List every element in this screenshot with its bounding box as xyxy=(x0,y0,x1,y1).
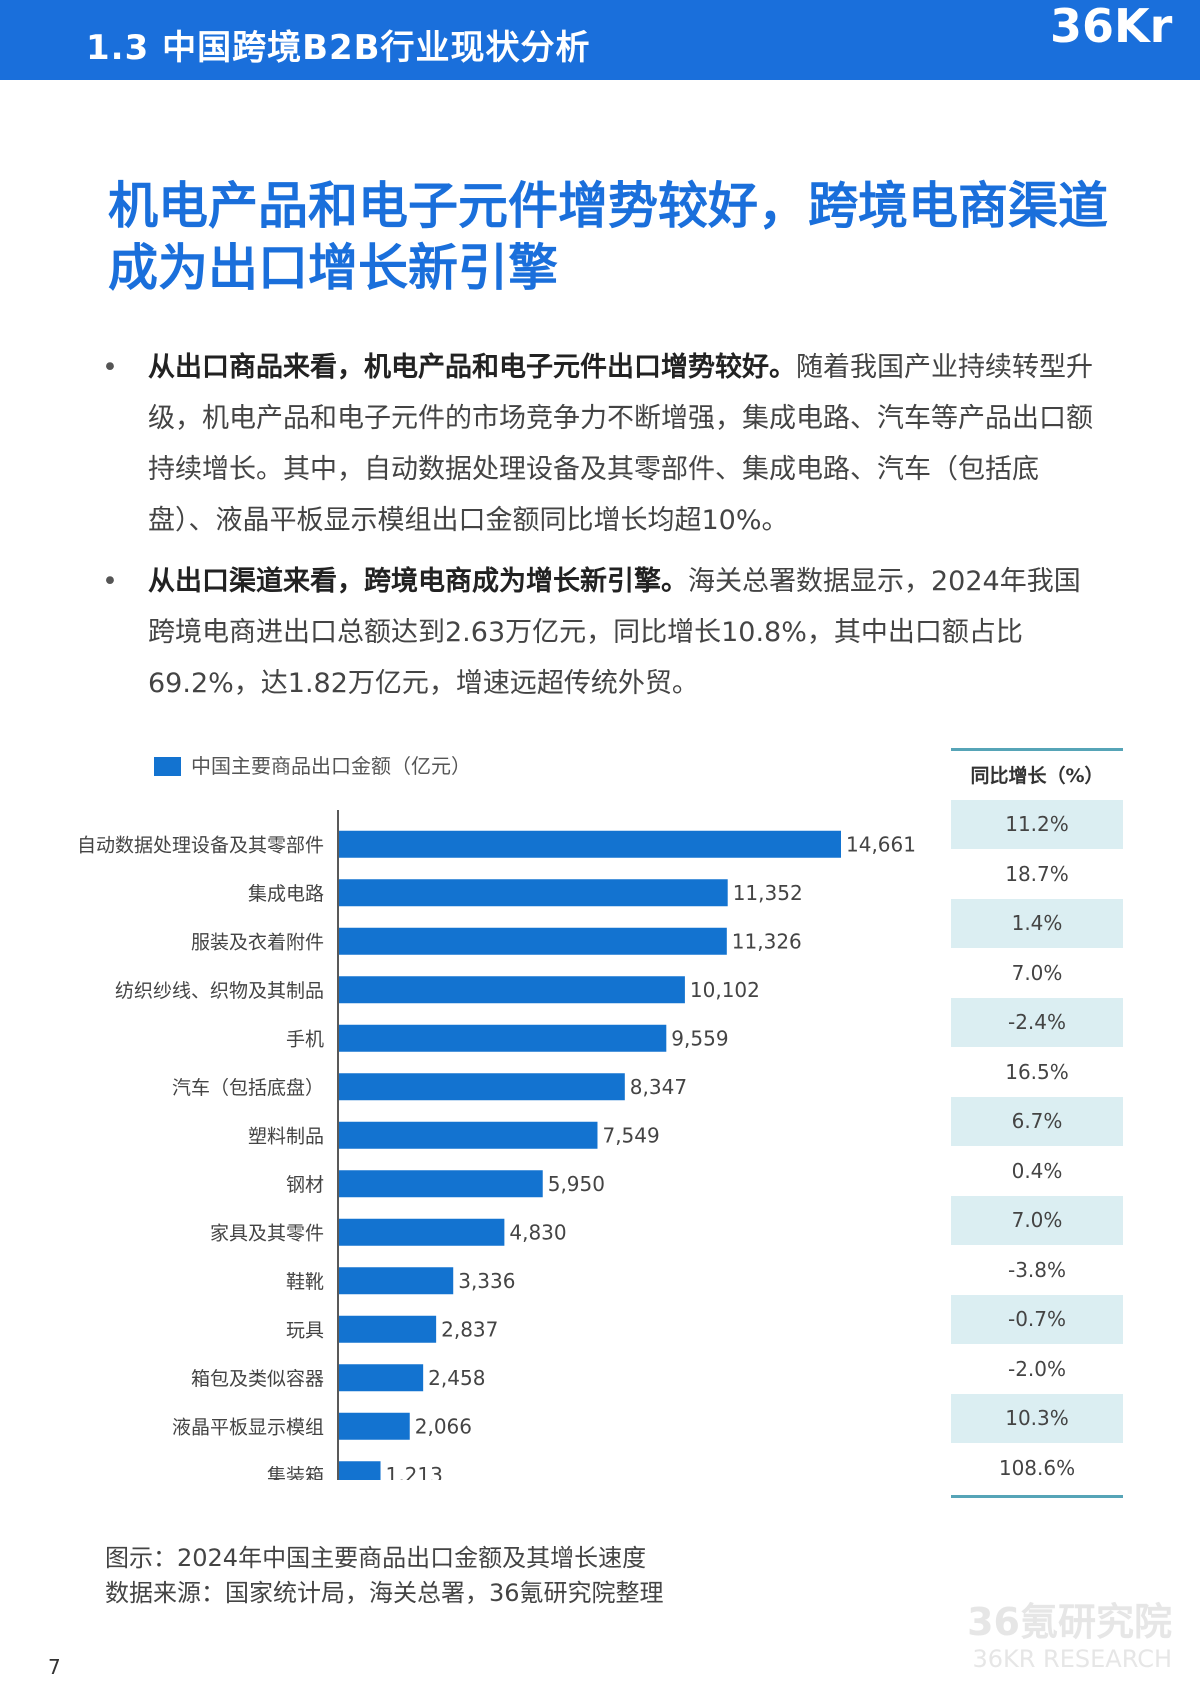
bar xyxy=(339,1461,381,1480)
growth-cell: -2.4% xyxy=(951,998,1123,1047)
bullet-lead: 从出口渠道来看，跨境电商成为增长新引擎。 xyxy=(148,566,688,597)
source-caption: 数据来源：国家统计局，海关总署，36氪研究院整理 xyxy=(105,1579,664,1607)
growth-cell: 11.2% xyxy=(951,800,1123,849)
bullet-lead: 从出口商品来看，机电产品和电子元件出口增势较好。 xyxy=(148,352,796,383)
growth-cell: 0.4% xyxy=(1011,1158,1063,1183)
chart-caption: 图示：2024年中国主要商品出口金额及其增长速度 数据来源：国家统计局，海关总署… xyxy=(105,1541,664,1611)
growth-cell: -3.8% xyxy=(1007,1257,1067,1282)
bar xyxy=(339,879,728,907)
growth-cell: 18.7% xyxy=(1005,861,1069,886)
growth-cell: 10.3% xyxy=(951,1394,1123,1443)
growth-cell: -2.0% xyxy=(1007,1356,1067,1381)
bar xyxy=(339,1267,454,1295)
figure-caption: 图示：2024年中国主要商品出口金额及其增长速度 xyxy=(105,1544,647,1572)
growth-table-header: 同比增长（%） xyxy=(951,748,1123,804)
bullet-dot-icon: • xyxy=(102,352,118,383)
watermark-line2: 36KR RESEARCH xyxy=(972,1645,1172,1673)
bar xyxy=(339,1073,625,1101)
bullet-item: • 从出口商品来看，机电产品和电子元件出口增势较好。随着我国产业持续转型升级，机… xyxy=(100,342,1100,546)
legend-label: 中国主要商品出口金额（亿元） xyxy=(191,754,471,778)
category-label: 钢材 xyxy=(286,1174,324,1196)
bar xyxy=(339,1024,667,1052)
bar-value-label: 14,661 xyxy=(846,832,916,856)
growth-cell: 16.5% xyxy=(1005,1059,1069,1084)
legend-swatch xyxy=(154,757,181,776)
header-bar: 1.3 中国跨境B2B行业现状分析 36Kr xyxy=(0,0,1200,80)
bar xyxy=(339,927,727,955)
bullet-text: 随着我国产业持续转型升级，机电产品和电子元件的市场竞争力不断增强，集成电路、汽车… xyxy=(148,352,1093,536)
bullet-text: 海关总署数据显示，2024年我国跨境电商进出口总额达到2.63万亿元，同比增长1… xyxy=(148,566,1081,699)
bar xyxy=(339,1364,424,1392)
bar xyxy=(339,1218,505,1246)
chart-legend: 中国主要商品出口金额（亿元） xyxy=(154,750,471,779)
category-label: 箱包及类似容器 xyxy=(191,1368,324,1390)
bar-value-label: 7,549 xyxy=(602,1123,659,1147)
bar-value-label: 2,066 xyxy=(415,1414,472,1438)
growth-cell: 7.0% xyxy=(951,1196,1123,1245)
category-label: 服装及衣着附件 xyxy=(191,931,324,953)
bullet-list: • 从出口商品来看，机电产品和电子元件出口增势较好。随着我国产业持续转型升级，机… xyxy=(100,342,1100,719)
bar-value-label: 9,559 xyxy=(671,1026,728,1050)
bar-value-label: 11,352 xyxy=(733,881,803,905)
growth-cell: 1.4% xyxy=(951,899,1123,948)
category-label: 液晶平板显示模组 xyxy=(172,1416,324,1438)
bar-value-label: 3,336 xyxy=(458,1269,515,1293)
watermark-line1: 36氪研究院 xyxy=(967,1600,1172,1644)
page-number: 7 xyxy=(48,1655,61,1679)
bar xyxy=(339,830,841,858)
bullet-item: • 从出口渠道来看，跨境电商成为增长新引擎。海关总署数据显示，2024年我国跨境… xyxy=(100,556,1100,709)
bullet-dot-icon: • xyxy=(102,566,118,597)
bar xyxy=(339,976,685,1004)
brand-logo: 36Kr xyxy=(1050,0,1173,53)
bar-value-label: 8,347 xyxy=(630,1075,687,1099)
growth-cell: 108.6% xyxy=(998,1455,1076,1480)
bar xyxy=(339,1315,437,1343)
growth-cell: -0.7% xyxy=(951,1295,1123,1344)
category-label: 鞋靴 xyxy=(286,1271,324,1293)
watermark: 36氪研究院 36KR RESEARCH xyxy=(967,1600,1172,1674)
page-title: 机电产品和电子元件增势较好，跨境电商渠道 成为出口增长新引擎 xyxy=(108,175,1108,299)
bar-value-label: 11,326 xyxy=(732,929,802,953)
section-title: 1.3 中国跨境B2B行业现状分析 xyxy=(86,28,591,68)
bar-value-label: 2,458 xyxy=(428,1366,485,1390)
bar-value-label: 2,837 xyxy=(441,1317,498,1341)
category-label: 家具及其零件 xyxy=(210,1222,324,1244)
logo-text: 36Kr xyxy=(1050,0,1173,53)
bar-value-label: 5,950 xyxy=(548,1172,605,1196)
bar-value-label: 4,830 xyxy=(509,1220,566,1244)
bar-value-label: 10,102 xyxy=(690,978,760,1002)
page-title-line2: 成为出口增长新引擎 xyxy=(108,239,558,297)
category-label: 自动数据处理设备及其零部件 xyxy=(77,834,324,856)
category-label: 玩具 xyxy=(286,1319,324,1341)
bar-chart: 自动数据处理设备及其零部件 14,661 集成电路 11,352 服装及衣着附件 11,3… xyxy=(77,810,916,1480)
bar xyxy=(339,1170,543,1198)
bar xyxy=(339,1412,410,1440)
category-label: 集装箱 xyxy=(267,1465,324,1480)
growth-cell: 7.0% xyxy=(1011,960,1063,985)
bar xyxy=(339,1121,598,1149)
category-label: 纺织纱线、织物及其制品 xyxy=(115,980,324,1002)
category-label: 集成电路 xyxy=(248,883,324,905)
bar-value-label: 1,213 xyxy=(386,1463,443,1480)
category-label: 塑料制品 xyxy=(248,1125,324,1147)
growth-cell: 6.7% xyxy=(951,1097,1123,1146)
category-label: 汽车（包括底盘） xyxy=(172,1077,324,1099)
page-title-line1: 机电产品和电子元件增势较好，跨境电商渠道 xyxy=(108,177,1108,235)
category-label: 手机 xyxy=(286,1028,324,1050)
growth-table-bottom-rule xyxy=(951,1495,1123,1498)
